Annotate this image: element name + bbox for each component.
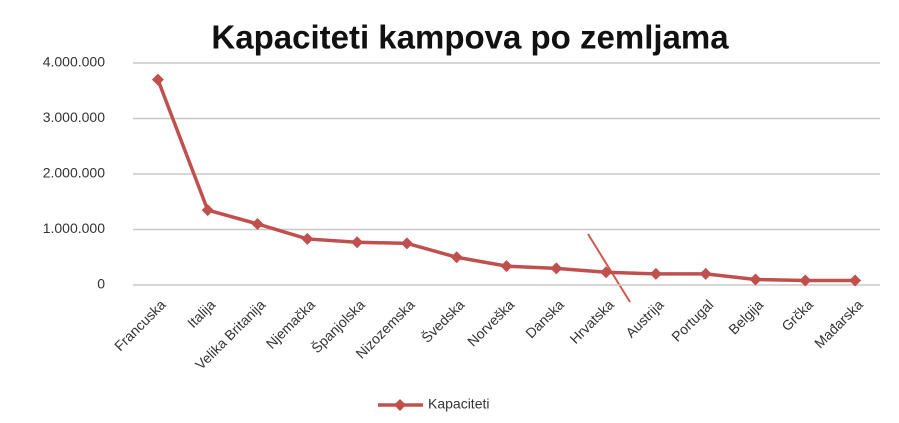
x-tick-label: Hrvatska [566, 296, 617, 347]
y-tick-label: 0 [97, 276, 105, 292]
marker [699, 267, 712, 280]
marker [201, 204, 214, 217]
y-tick-label: 4.000.000 [43, 54, 105, 70]
marker [849, 274, 862, 287]
annotation-slash [587, 233, 631, 303]
legend-marker [394, 399, 406, 411]
x-tick-label: Švedska [418, 296, 467, 345]
marker [500, 260, 513, 273]
y-tick-label: 1.000.000 [43, 220, 105, 236]
x-tick-label: Grčka [778, 296, 816, 334]
x-tick-label: Austrija [622, 296, 666, 340]
x-tick-label: Francuska [111, 296, 169, 354]
marker [649, 267, 662, 280]
x-tick-label: Portugal [668, 296, 716, 344]
marker [151, 73, 164, 86]
marker [550, 262, 563, 275]
x-tick-label: Belgija [725, 296, 766, 337]
marker [301, 232, 314, 245]
line [156, 79, 856, 283]
x-tick-label: Mađarska [811, 296, 866, 351]
marker [450, 251, 463, 264]
x-tick-label: Norveška [464, 296, 517, 349]
y-tick-label: 3.000.000 [43, 109, 105, 125]
legend-label: Kapaciteti [428, 396, 489, 412]
marker [351, 236, 364, 249]
marker [251, 217, 264, 230]
x-tick-label: Italija [184, 296, 219, 331]
marker [799, 274, 812, 287]
marker [400, 237, 413, 250]
chart-title: Kapaciteti kampova po zemljama [211, 19, 729, 56]
marker [749, 273, 762, 286]
marker [600, 266, 613, 279]
x-tick-label: Danska [522, 296, 567, 341]
y-tick-label: 2.000.000 [43, 165, 105, 181]
